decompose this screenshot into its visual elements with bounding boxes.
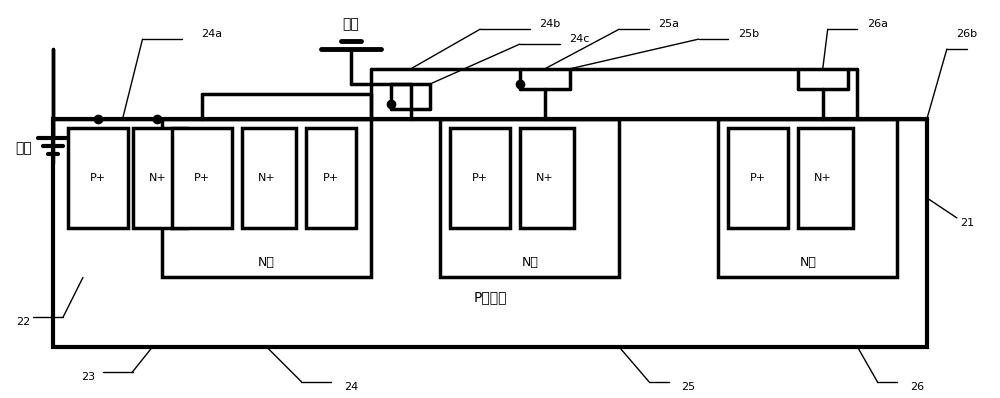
Text: N+: N+ — [536, 173, 554, 183]
Text: N阱: N阱 — [258, 256, 275, 269]
Bar — [306, 129, 356, 228]
Text: 26b: 26b — [956, 29, 977, 39]
Text: N阱: N阱 — [799, 256, 816, 269]
Bar — [242, 129, 296, 228]
Text: N+: N+ — [258, 173, 276, 183]
Text: 25: 25 — [682, 382, 696, 392]
Text: 23: 23 — [81, 372, 95, 382]
Text: P+: P+ — [472, 173, 488, 183]
Bar — [520, 129, 574, 228]
Text: N+: N+ — [814, 173, 832, 183]
Text: 24a: 24a — [201, 29, 223, 39]
Text: N阱: N阱 — [521, 256, 538, 269]
Bar — [172, 129, 232, 228]
Bar — [718, 119, 897, 277]
Text: N+: N+ — [149, 173, 166, 183]
Bar — [798, 129, 853, 228]
Text: 26a: 26a — [867, 19, 888, 29]
Text: 24: 24 — [344, 382, 358, 392]
Bar — [68, 129, 128, 228]
Text: 24b: 24b — [539, 19, 560, 29]
Text: P+: P+ — [90, 173, 106, 183]
Text: 阴极: 阴极 — [15, 141, 32, 155]
Text: 25a: 25a — [658, 19, 679, 29]
Text: 阳极: 阳极 — [343, 17, 359, 31]
Text: P+: P+ — [194, 173, 210, 183]
Text: 22: 22 — [16, 317, 30, 327]
Text: 24c: 24c — [569, 34, 590, 44]
Text: 26: 26 — [910, 382, 924, 392]
Bar — [162, 119, 371, 277]
Text: 25b: 25b — [738, 29, 759, 39]
Bar — [53, 119, 927, 347]
Bar — [728, 129, 788, 228]
Text: P型諾底: P型諾底 — [473, 290, 507, 304]
Bar — [440, 119, 619, 277]
Text: 21: 21 — [960, 218, 974, 228]
Text: P+: P+ — [323, 173, 339, 183]
Bar — [133, 129, 187, 228]
Text: P+: P+ — [750, 173, 766, 183]
Bar — [450, 129, 510, 228]
